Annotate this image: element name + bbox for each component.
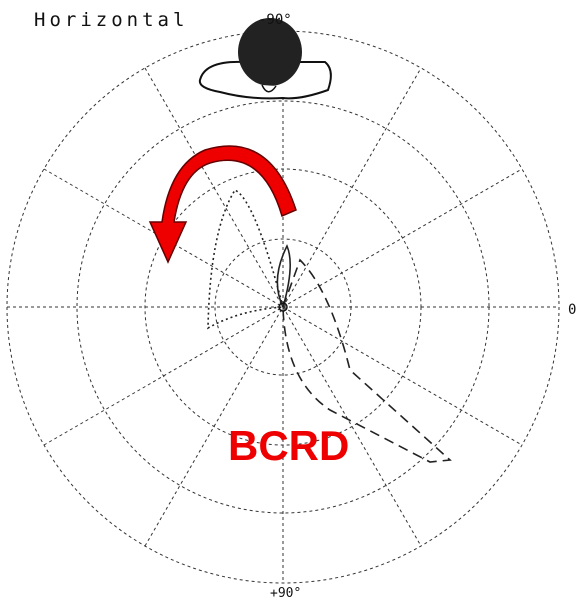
label-right: 0 <box>568 302 576 318</box>
rotation-arrow <box>148 145 297 264</box>
spoke <box>43 168 523 446</box>
nose <box>261 84 277 93</box>
traces <box>207 188 452 463</box>
spoke <box>43 168 523 446</box>
dashed-trace <box>282 258 452 463</box>
dotted-trace <box>207 188 284 330</box>
label-bottom: +90° <box>270 586 301 601</box>
center <box>278 302 288 312</box>
polar-grid <box>6 30 560 584</box>
head-figure <box>198 18 332 100</box>
head <box>238 18 302 86</box>
title: Horizontal <box>34 9 188 31</box>
annotation: BCRD <box>228 422 349 469</box>
label-top: -90° <box>258 12 292 28</box>
solid-trace <box>276 244 291 308</box>
spoke <box>144 67 422 547</box>
spoke <box>144 67 422 547</box>
red-arrow <box>148 145 297 264</box>
